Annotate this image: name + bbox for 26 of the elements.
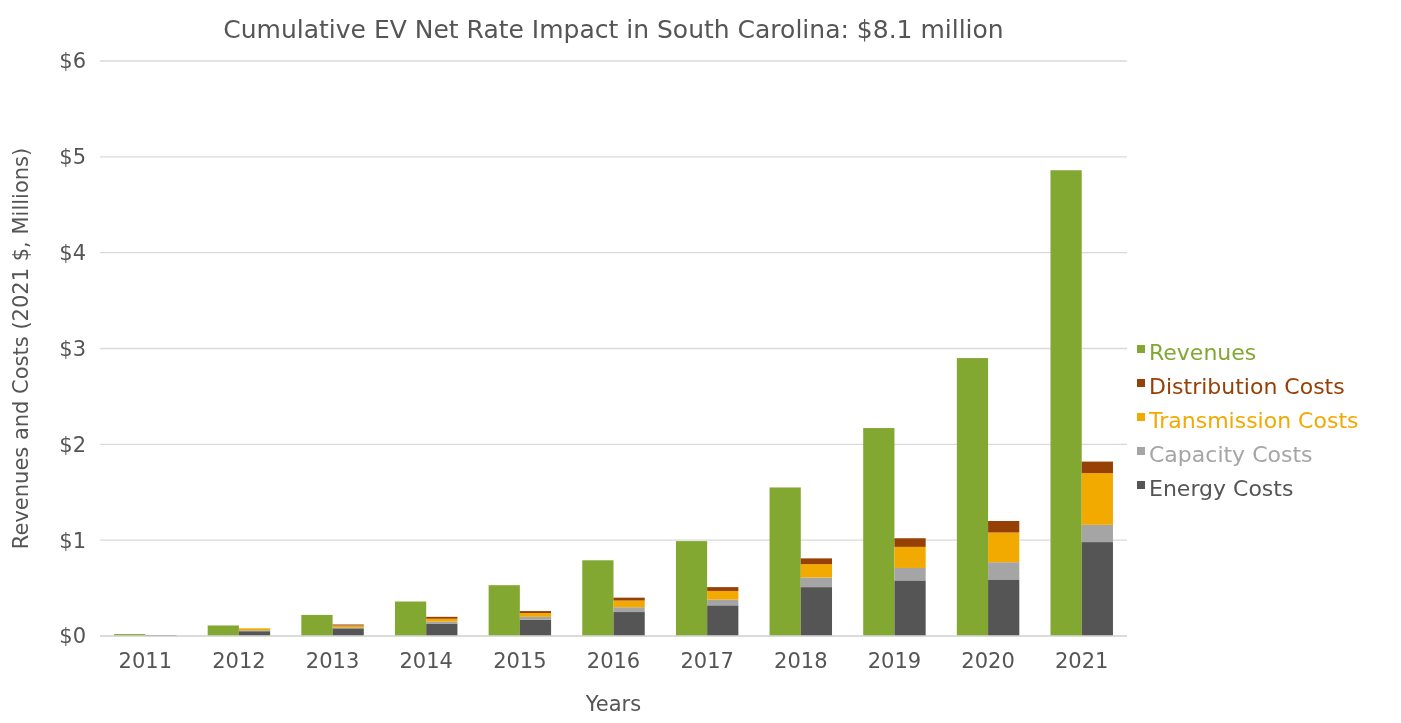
- x-tick-label: 2020: [961, 649, 1015, 673]
- y-tick-label: $4: [59, 241, 86, 266]
- x-tick-label: 2012: [212, 649, 266, 673]
- y-tick-label: $6: [59, 49, 86, 74]
- y-tick-label: $5: [59, 145, 86, 170]
- x-tick-label: 2013: [305, 649, 360, 673]
- x-tick-label: 2018: [774, 649, 828, 673]
- x-tick-label: 2017: [680, 649, 734, 673]
- legend-label: Transmission Costs: [1148, 408, 1359, 433]
- legend-label: Energy Costs: [1149, 476, 1294, 501]
- x-tick-label: 2019: [867, 649, 922, 673]
- x-tick-label: 2015: [493, 649, 547, 673]
- legend-label: Capacity Costs: [1149, 442, 1313, 467]
- y-tick-label: $3: [59, 336, 86, 361]
- legend-label: Distribution Costs: [1149, 374, 1345, 399]
- x-tick-label: 2014: [399, 649, 453, 673]
- y-tick-label: $1: [59, 528, 86, 553]
- y-tick-label: $2: [59, 432, 86, 457]
- x-tick-label: 2011: [118, 649, 172, 673]
- y-tick-label: $0: [59, 624, 86, 649]
- x-tick-label: 2016: [586, 649, 641, 673]
- x-tick-label: 2021: [1055, 649, 1109, 673]
- y-axis-title: Revenues and Costs (2021 $, Millions): [9, 147, 33, 550]
- chart-title: Cumulative EV Net Rate Impact in South Carolina: $8.1 million: [223, 15, 1004, 44]
- x-axis-title: Years: [584, 692, 642, 716]
- legend-label: Revenues: [1149, 340, 1257, 365]
